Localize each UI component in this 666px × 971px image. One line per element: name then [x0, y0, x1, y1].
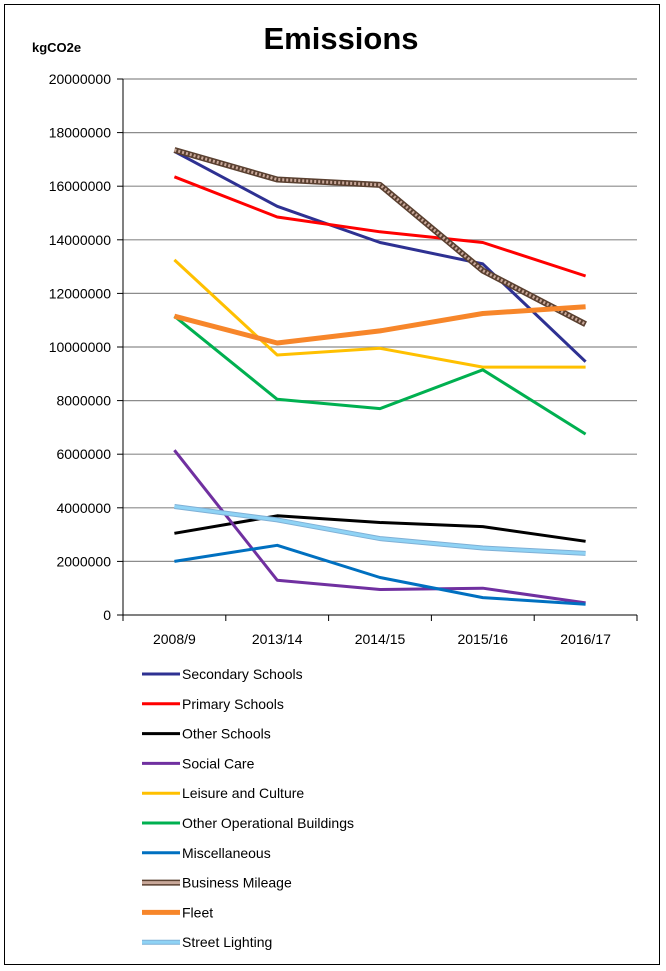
x-tick-label: 2014/15: [355, 631, 406, 647]
y-tick-label: 6000000: [56, 446, 111, 462]
y-axis-unit-label: kgCO2e: [32, 40, 81, 55]
series-line: [173, 449, 586, 605]
chart-frame: [4, 4, 660, 965]
y-tick-labels: 0 2000000 4000000 6000000 8000000 10000000 120…: [49, 71, 112, 623]
legend-label: Social Care: [182, 755, 255, 771]
series-line-outline: [173, 147, 587, 327]
legend-label: Fleet: [182, 904, 213, 920]
legend-label: Miscellaneous: [182, 845, 271, 861]
y-tick-label: 18000000: [49, 125, 112, 141]
y-tick-label: 14000000: [49, 232, 112, 248]
legend-label: Business Mileage: [182, 875, 292, 891]
y-tick-label: 16000000: [49, 178, 112, 194]
legend-label: Other Schools: [182, 726, 271, 742]
legend-label: Street Lighting: [182, 934, 272, 950]
series-line: [174, 505, 586, 555]
series-lines: [173, 147, 587, 606]
series-line: [173, 258, 586, 369]
series-line: [173, 175, 587, 278]
legend: Secondary Schools Primary Schools Other Sc…: [142, 666, 354, 950]
x-tick-label: 2013/14: [252, 631, 303, 647]
grid-lines: [123, 78, 637, 563]
series-line: [174, 543, 586, 606]
x-tick-label: 2008/9: [153, 631, 196, 647]
y-tick-label: 20000000: [49, 71, 112, 87]
series-line: [173, 315, 587, 436]
y-tick-label: 4000000: [56, 500, 111, 516]
chart-title: Emissions: [263, 21, 418, 56]
y-tick-label: 12000000: [49, 285, 112, 301]
axes: [117, 78, 638, 621]
series-line: [174, 514, 586, 543]
y-tick-label: 0: [103, 607, 111, 623]
y-tick-label: 2000000: [56, 553, 111, 569]
series-line: [173, 150, 587, 363]
legend-label: Other Operational Buildings: [182, 815, 354, 831]
legend-label: Primary Schools: [182, 696, 284, 712]
y-tick-label: 8000000: [56, 393, 111, 409]
x-tick-label: 2016/17: [560, 631, 611, 647]
x-tick-labels: 2008/9 2013/14 2014/15 2015/16 2016/17: [153, 631, 611, 647]
series-line: [173, 148, 587, 326]
legend-label: Secondary Schools: [182, 666, 303, 682]
legend-label: Leisure and Culture: [182, 785, 304, 801]
x-tick-label: 2015/16: [457, 631, 508, 647]
y-tick-label: 10000000: [49, 339, 112, 355]
series-line: [173, 304, 586, 346]
